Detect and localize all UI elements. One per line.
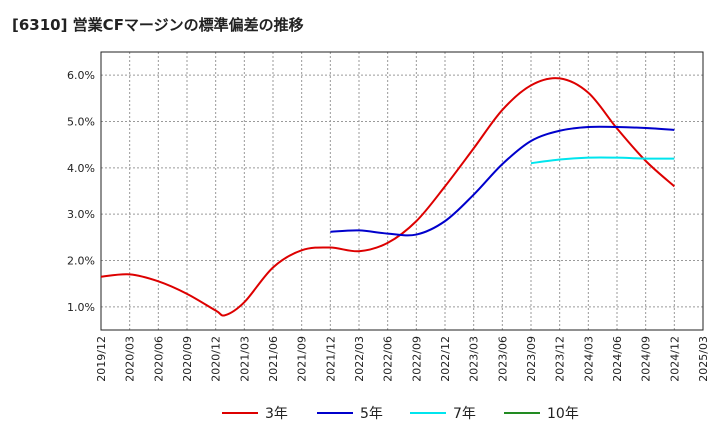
- chart-title: [6310] 営業CFマージンの標準偏差の推移: [12, 16, 304, 34]
- series-line: [330, 125, 675, 237]
- x-tick-label: 2021/06: [267, 336, 280, 382]
- x-tick-label: 2019/12: [95, 336, 108, 382]
- x-tick-label: 2022/06: [382, 336, 395, 382]
- x-tick-label: 2020/12: [210, 336, 223, 382]
- plot-background: [101, 52, 703, 330]
- y-tick-label: 2.0%: [67, 255, 95, 268]
- x-tick-label: 2025/03: [697, 336, 710, 382]
- grid: [100, 52, 704, 330]
- legend-label: 10年: [547, 406, 579, 422]
- x-tick-label: 2022/12: [439, 336, 452, 382]
- legend: 3年 5年 7年 10年: [222, 406, 579, 422]
- x-tick-label: 2024/06: [611, 336, 624, 382]
- y-tick-label: 5.0%: [67, 116, 95, 129]
- x-tick-label: 2023/12: [554, 336, 567, 382]
- x-tick-label: 2023/06: [496, 336, 509, 382]
- x-tick-label: 2022/09: [410, 336, 423, 382]
- x-tick-label: 2023/03: [468, 336, 481, 382]
- x-tick-label: 2020/03: [124, 336, 137, 382]
- x-tick-label: 2021/12: [324, 336, 337, 382]
- series-group: [100, 77, 675, 317]
- x-tick-label: 2020/06: [152, 336, 165, 382]
- x-tick-label: 2024/09: [640, 336, 653, 382]
- y-tick-label: 6.0%: [67, 69, 95, 82]
- legend-label: 5年: [360, 406, 383, 422]
- y-tick-label: 1.0%: [67, 301, 95, 314]
- y-tick-label: 4.0%: [67, 162, 95, 175]
- series-line: [530, 156, 675, 165]
- y-axis: 1.0% 2.0% 3.0% 4.0% 5.0% 6.0%: [67, 69, 95, 314]
- x-tick-label: 2021/09: [296, 336, 309, 382]
- x-tick-label: 2024/12: [668, 336, 681, 382]
- y-tick-label: 3.0%: [67, 208, 95, 221]
- plot-frame: [100, 51, 704, 331]
- legend-label: 3年: [265, 406, 288, 422]
- x-tick-label: 2021/03: [238, 336, 251, 382]
- x-tick-label: 2022/03: [353, 336, 366, 382]
- x-tick-label: 2023/09: [525, 336, 538, 382]
- x-tick-label: 2024/03: [582, 336, 595, 382]
- x-tick-label: 2020/09: [181, 336, 194, 382]
- x-axis: 2019/12 2020/03 2020/06 2020/09 2020/12 2021/…: [95, 336, 710, 382]
- series-line: [100, 77, 675, 317]
- legend-label: 7年: [453, 406, 476, 422]
